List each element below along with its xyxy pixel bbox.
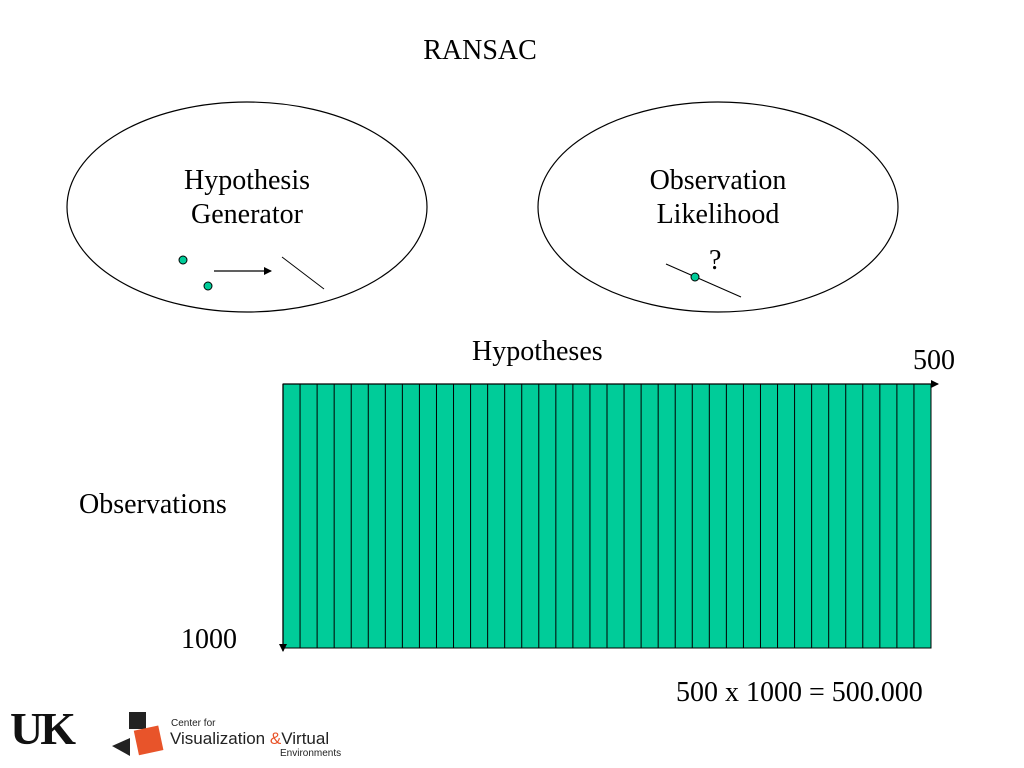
observation-likelihood-line1: Observation [649,165,787,196]
observation-likelihood-ellipse [537,101,899,313]
cvve-center-for: Center for [171,718,216,729]
cvve-environments: Environments [280,748,342,759]
total-equation: 500 x 1000 = 500.000 [676,677,923,708]
sample-point-2 [203,281,213,291]
cvve-logo-mark [112,712,164,756]
hypothesis-generator-label: Hypothesis Generator [147,164,347,231]
likelihood-question-mark: ? [709,245,722,276]
sample-point-1 [178,255,188,265]
observations-label: Observations [79,489,227,520]
cvve-title: Visualization &Virtual [170,729,329,749]
observation-point [690,272,700,282]
cvve-virtual: Virtual [281,729,330,748]
observation-likelihood-line2: Likelihood [656,198,780,230]
cvve-visualization: Visualization [170,729,266,748]
slide-title: RANSAC [423,35,537,66]
observation-likelihood-label: Observation Likelihood [618,164,818,231]
hypothesis-generator-line2: Generator [191,198,303,230]
uk-logo: UK [10,703,76,754]
hypotheses-count: 500 [913,345,955,376]
hypothesis-generator-line1: Hypothesis [184,165,310,196]
hypotheses-label: Hypotheses [472,336,603,367]
observations-count: 1000 [181,624,237,655]
model-line [665,263,742,298]
cvve-ampersand: & [269,729,282,748]
hypothesis-generator-ellipse [66,101,428,313]
hypothesis-line [281,256,325,290]
